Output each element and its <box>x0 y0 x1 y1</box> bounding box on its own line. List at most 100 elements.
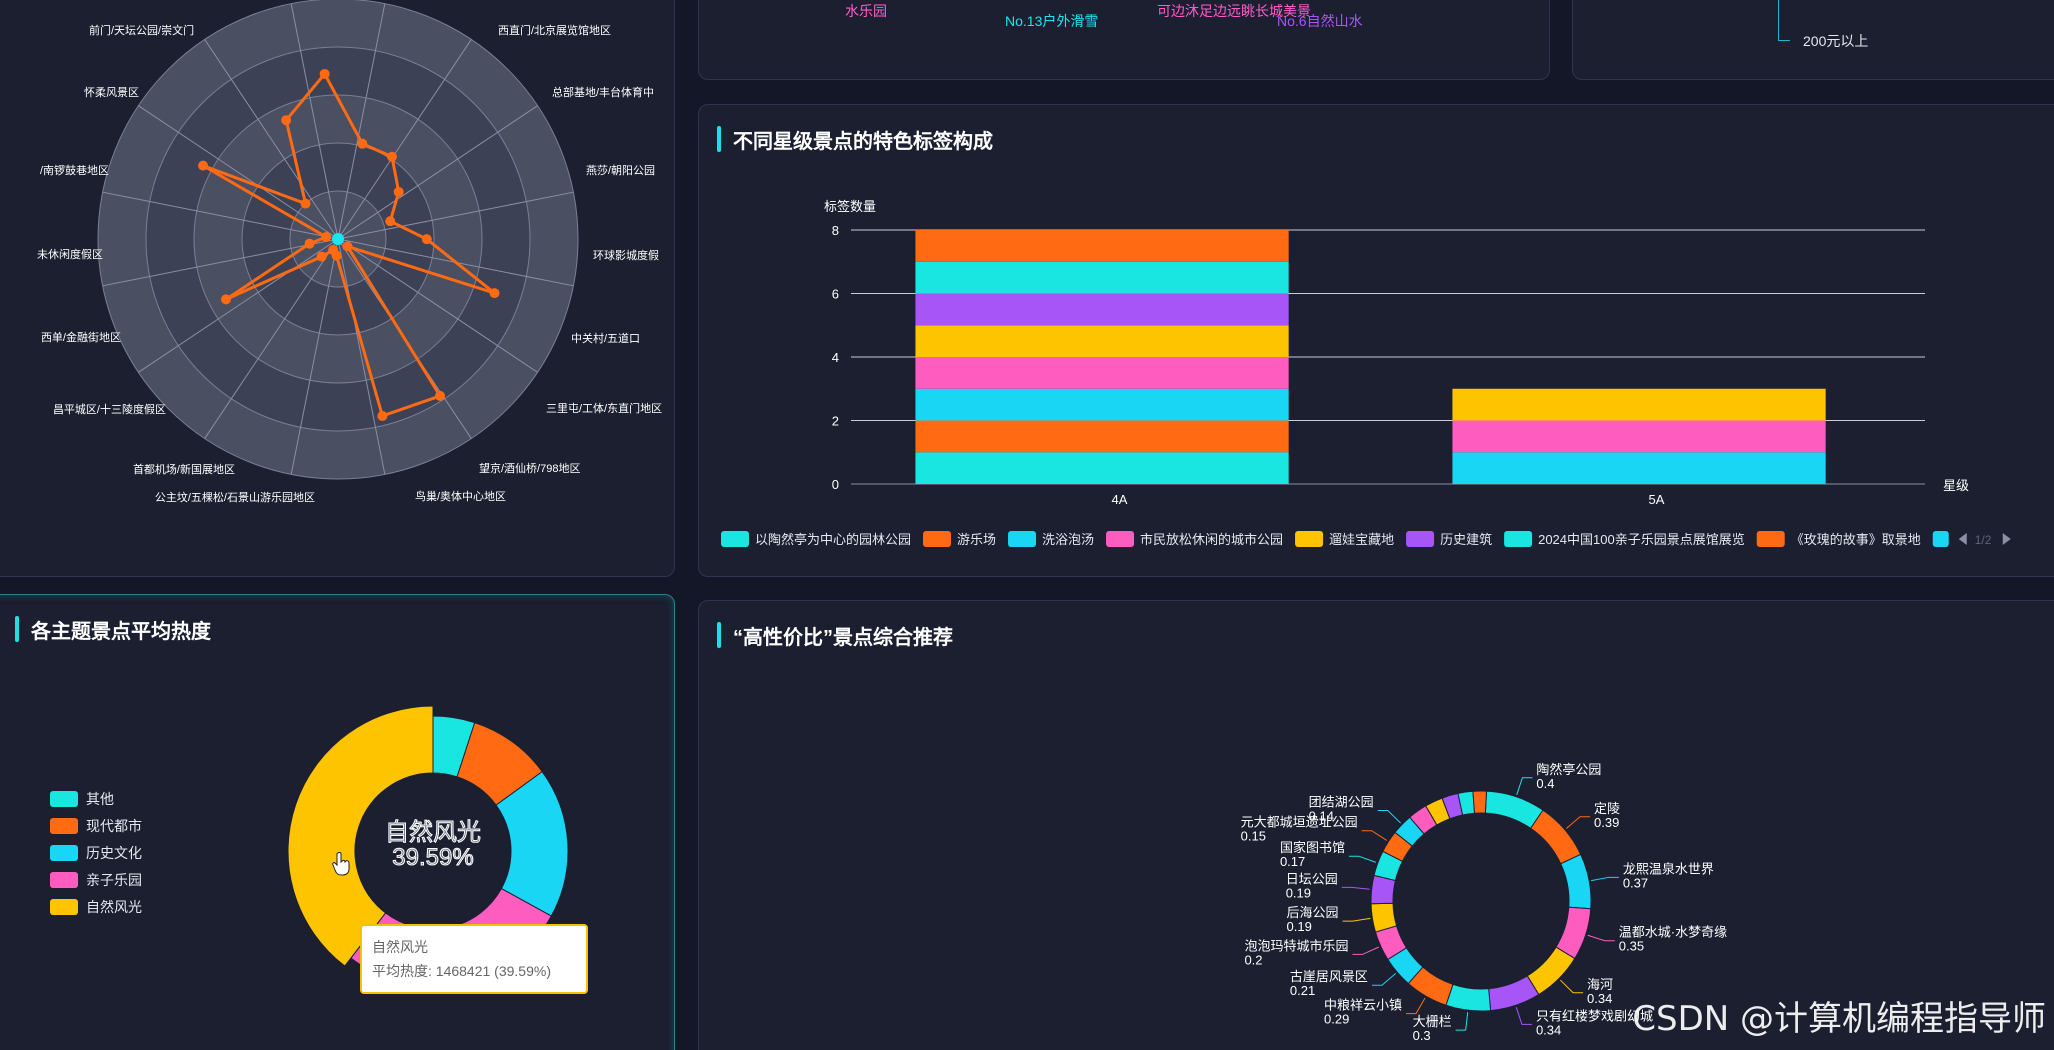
legend-label: 现代都市 <box>86 817 142 834</box>
radar-spoke <box>102 238 339 287</box>
radar-spoke <box>290 3 339 240</box>
bar-y-tick-label: 6 <box>832 287 839 302</box>
radar-indicator-label: 鸟巢/奥体中心地区 <box>415 489 506 503</box>
ring-label-name: 团结湖公园 <box>1309 794 1374 809</box>
pie-title: 各主题景点平均热度 <box>15 615 211 644</box>
ring-label-value: 0.2 <box>1244 952 1262 967</box>
top-right-label: 200元以上 <box>1803 33 1869 49</box>
radar-spoke <box>102 191 339 240</box>
radar-indicator-label: 公主坟/五棵松/石景山游乐园地区 <box>155 490 315 504</box>
radar-spoke <box>337 39 472 240</box>
ring-label-value: 0.34 <box>1587 991 1612 1006</box>
radar-point <box>421 234 432 245</box>
watermark: CSDN @计算机编程指导师 <box>1632 999 2046 1039</box>
tooltip-title: 自然风光 <box>372 939 428 955</box>
legend-page-indicator: 1/2 <box>1975 533 1992 547</box>
bar-legend-swatch <box>1008 531 1037 547</box>
pie-legend-item[interactable]: 其他 <box>50 785 142 812</box>
bar-legend-swatch <box>1932 531 1949 547</box>
radar-point <box>304 238 315 249</box>
bar-legend-label: 遛娃宝藏地 <box>1329 532 1394 547</box>
ring-label-value: 0.14 <box>1309 808 1334 823</box>
ring-label-value: 0.3 <box>1413 1028 1431 1043</box>
bar-legend-swatch <box>721 531 749 547</box>
pie-legend-item[interactable]: 自然风光 <box>50 893 142 920</box>
ring-label-line <box>1516 777 1533 796</box>
pie-tooltip: 自然风光 平均热度: 1468421 (39.59%) <box>360 924 588 994</box>
ring-title: “高性价比”景点综合推荐 <box>717 621 953 650</box>
radar-indicator-label: 燕莎/朝阳公园 <box>586 163 655 177</box>
pie-legend-item[interactable]: 历史文化 <box>50 839 142 866</box>
bar-x-axis-name: 星级 <box>1943 478 1969 493</box>
bar-legend-swatch <box>1504 531 1533 547</box>
bar-segment <box>915 388 1289 421</box>
radar-spoke <box>204 238 339 439</box>
ring-label-value: 0.15 <box>1241 829 1266 844</box>
radar-indicator-label: 西直门/北京展览馆地区 <box>498 23 611 37</box>
bar-legend-label: 洗浴泡汤 <box>1042 532 1094 547</box>
radar-spoke <box>337 238 538 373</box>
ring-label-value: 0.34 <box>1536 1022 1561 1037</box>
stacked-bar-title: 不同星级景点的特色标签构成 <box>717 125 993 154</box>
bar-segment <box>1452 420 1826 453</box>
bar-legend-swatch <box>923 531 952 547</box>
ring-label-name: 泡泡玛特城市乐园 <box>1244 938 1348 953</box>
radar-point <box>321 232 332 243</box>
top-label-3: 可边沐足边远眺长城美景 <box>1157 3 1311 19</box>
bar-legend-swatch <box>1756 531 1785 547</box>
bar-segment <box>915 293 1289 326</box>
legend-swatch <box>50 871 78 888</box>
radar-indicator-label: 望京/酒仙桥/798地区 <box>479 461 580 475</box>
bar-y-tick-label: 2 <box>832 414 839 429</box>
ring-label-value: 0.29 <box>1324 1012 1349 1027</box>
radar-chart: 前门/天坛公园/崇文门 西直门/北京展览馆地区总部基地/丰台体育中燕莎/朝阳公园环… <box>37 0 662 504</box>
radar-spoke <box>337 238 386 475</box>
radar-point <box>331 250 342 261</box>
pie-legend-item[interactable]: 亲子乐园 <box>50 866 142 893</box>
radar-indicator-label: 中关村/五道口 <box>571 331 640 345</box>
ring-label-name: 定陵 <box>1594 801 1620 816</box>
ring-label-line <box>1455 1012 1469 1031</box>
radar-spoke <box>204 39 339 240</box>
ring-label-value: 0.21 <box>1290 983 1315 998</box>
ring-label-value: 0.39 <box>1594 815 1619 830</box>
top-right-line-h <box>1778 40 1790 41</box>
radar-point <box>300 198 311 209</box>
ring-label-line <box>1352 946 1380 955</box>
bar-legend-label: 市民放松休闲的城市公园 <box>1140 532 1283 547</box>
ring-label-name: 温都水城·水梦奇缘 <box>1619 925 1727 940</box>
pie-slice <box>287 705 434 967</box>
ring-panel: “高性价比”景点综合推荐 陶然亭公园 0.4 定陵 0.39 龙熙温泉水世界 0.37 温都… <box>698 600 2054 1050</box>
radar-indicator-label: 西单/金融街地区 <box>41 330 121 344</box>
legend-label: 自然风光 <box>86 898 142 915</box>
ring-label-name: 古崖居风景区 <box>1290 969 1368 984</box>
radar-point <box>357 138 368 149</box>
ring-label-name: 日坛公园 <box>1286 871 1338 886</box>
ring-label-line <box>1371 973 1396 986</box>
radar-indicator-label: /南锣鼓巷地区 <box>40 163 109 177</box>
radar-point <box>342 241 353 252</box>
legend-swatch <box>50 817 78 834</box>
bar-segment <box>915 230 1289 262</box>
radar-point <box>393 186 404 197</box>
radar-indicator-label: 三里屯/工体/东直门地区 <box>546 401 662 415</box>
ring-label-value: 0.37 <box>1623 875 1648 890</box>
ring-label-line <box>1559 979 1584 994</box>
bar-segment <box>915 452 1289 484</box>
bar-legend-swatch <box>1295 531 1324 547</box>
ring-label-line <box>1341 886 1370 890</box>
bar-segment <box>1452 452 1826 484</box>
ring-label-value: 0.19 <box>1287 919 1312 934</box>
radar-spoke <box>138 238 339 373</box>
pie-legend-item[interactable]: 现代都市 <box>50 812 142 839</box>
radar-point <box>221 294 232 305</box>
top-strip-labels: 水乐园 No.13户外滑雪 可边沐足边远眺长城美景 No.6自然山水 <box>845 1 1545 41</box>
ring-label-value: 0.35 <box>1619 939 1644 954</box>
radar-spoke <box>138 105 339 240</box>
radar-point <box>386 151 397 162</box>
ring-label-line <box>1377 809 1401 824</box>
bar-legend-swatch <box>1406 531 1435 547</box>
ring-label-value: 0.4 <box>1536 776 1554 791</box>
